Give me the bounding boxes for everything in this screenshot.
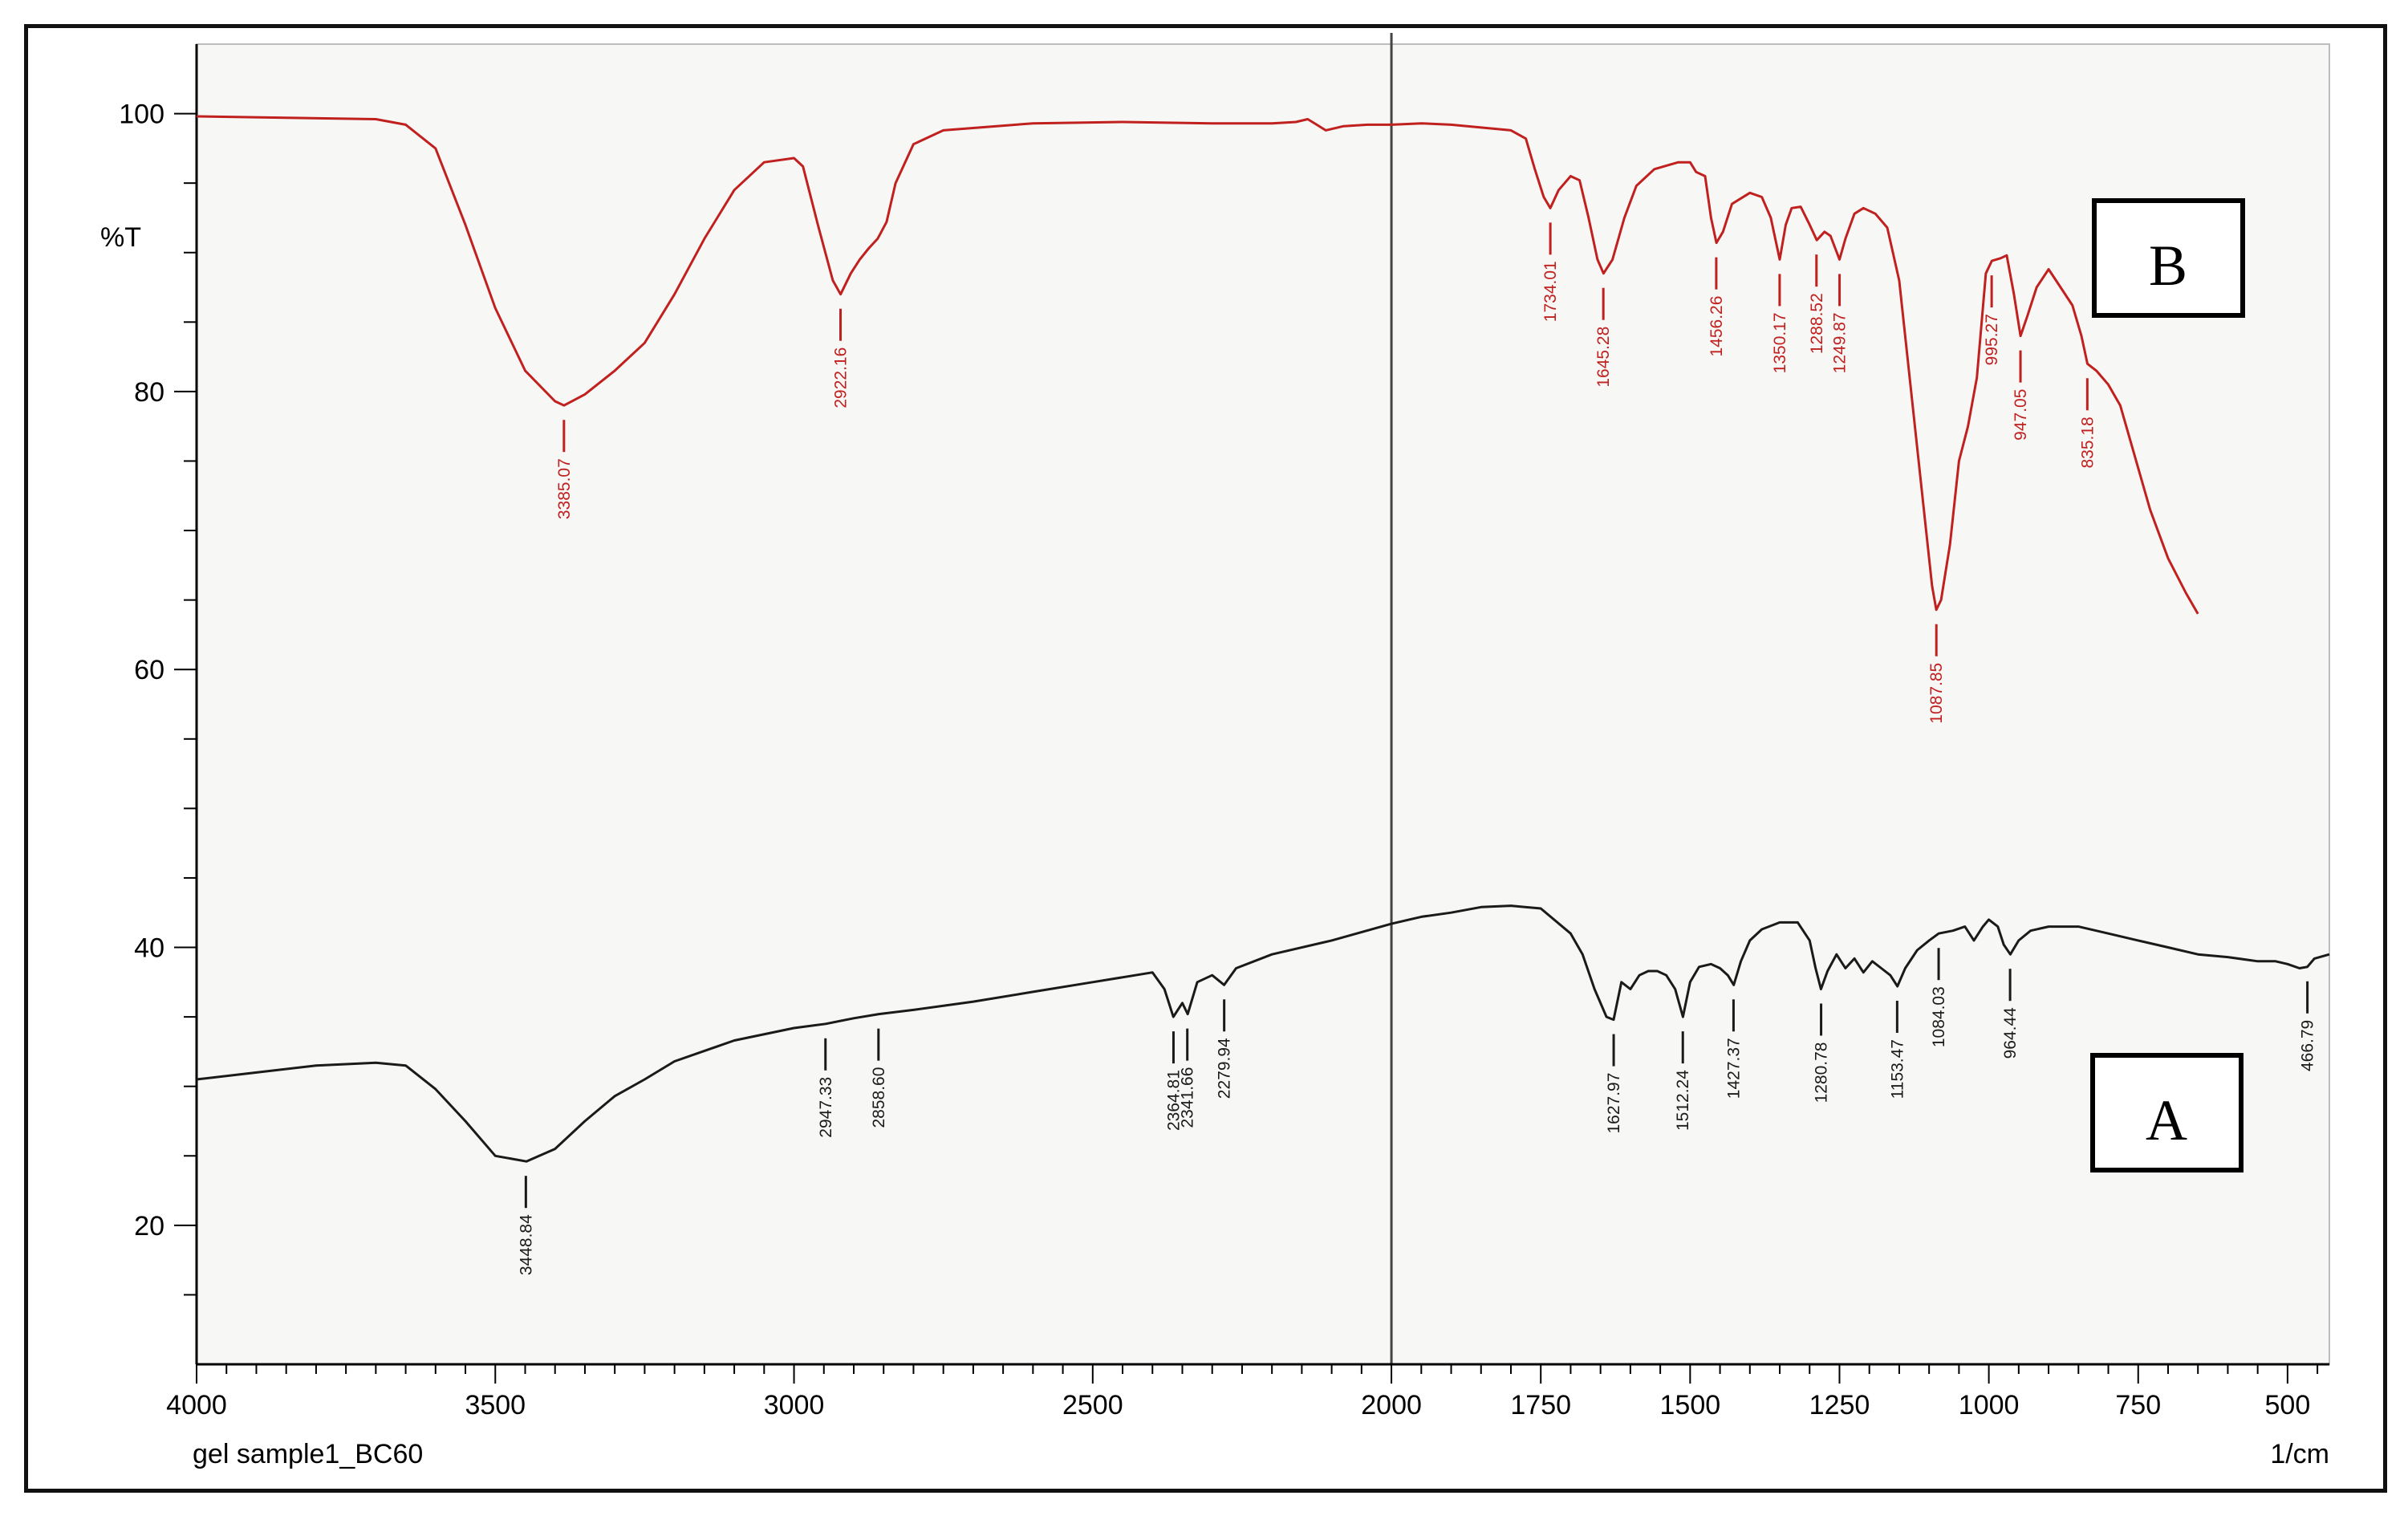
x-tick-label: 1000	[1959, 1390, 2020, 1420]
x-tick-label: 1750	[1510, 1390, 1571, 1420]
peak-label-A: 3448.84	[517, 1214, 535, 1275]
x-tick-label: 3000	[764, 1390, 825, 1420]
peak-label-A: 2341.66	[1179, 1067, 1197, 1128]
peak-label-A: 964.44	[2001, 1007, 2020, 1059]
series-box-B	[2092, 198, 2245, 318]
series-box-label-B: B	[2149, 234, 2187, 298]
series-box-label-A: A	[2146, 1088, 2187, 1152]
sample-footer-label: gel sample1_BC60	[193, 1439, 423, 1469]
y-tick-label: 100	[119, 100, 164, 130]
peak-label-B: 1645.28	[1594, 327, 1613, 388]
peak-label-B: 1288.52	[1808, 293, 1826, 354]
x-tick-label: 750	[2115, 1390, 2161, 1420]
peak-label-A: 2947.33	[817, 1077, 835, 1138]
peak-label-A: 1512.24	[1674, 1070, 1692, 1131]
peak-label-B: 1734.01	[1541, 261, 1560, 322]
peak-label-A: 1427.37	[1724, 1038, 1743, 1099]
x-tick-label: 4000	[166, 1390, 227, 1420]
peak-label-B: 2922.16	[832, 347, 851, 408]
y-tick-label: 40	[134, 933, 164, 964]
x-tick-label: 1500	[1660, 1390, 1721, 1420]
y-axis-label: %T	[100, 222, 141, 253]
series-layer	[196, 115, 2330, 1163]
y-tick-label: 80	[134, 377, 164, 408]
peak-label-A: 2364.81	[1165, 1070, 1184, 1131]
x-tick-label: 500	[2265, 1390, 2311, 1420]
peak-label-B: 947.05	[2012, 389, 2030, 441]
axes-layer: 20 40 60 80 100 4000 3500 3000 2500 2000 1750 1500 1…	[119, 44, 2329, 1420]
peak-label-B: 3385.07	[555, 458, 574, 519]
x-tick-label: 1250	[1809, 1390, 1870, 1420]
peak-label-A: 1153.47	[1888, 1039, 1907, 1099]
series-line-B	[196, 115, 2199, 615]
peak-label-B: 1350.17	[1771, 312, 1789, 373]
series-line-A	[196, 904, 2330, 1163]
x-axis-unit-label: 1/cm	[2270, 1439, 2329, 1469]
plot-background	[196, 43, 2330, 1365]
peak-label-A: 466.79	[2299, 1020, 2317, 1071]
peak-label-B: 1087.85	[1927, 663, 1946, 724]
peak-label-A: 2279.94	[1216, 1038, 1234, 1099]
peak-label-A: 1084.03	[1930, 986, 1948, 1047]
peak-label-B: 835.18	[2078, 417, 2097, 468]
y-tick-label: 20	[134, 1211, 164, 1242]
peak-label-A: 1280.78	[1813, 1042, 1831, 1103]
peak-annotations: 3385.07 2922.16 1734.01 1645.28 1456.26 1350.…	[517, 222, 2317, 1275]
peak-label-B: 1456.26	[1708, 296, 1726, 357]
series-box-A	[2090, 1053, 2244, 1172]
x-tick-label: 3500	[465, 1390, 526, 1420]
series-boxes: BA	[2090, 198, 2245, 1172]
x-tick-label: 2000	[1361, 1390, 1422, 1420]
peak-label-B: 995.27	[1983, 314, 2001, 365]
x-tick-label: 2500	[1062, 1390, 1123, 1420]
plot-area	[196, 43, 2330, 1365]
peak-label-B: 1249.87	[1831, 312, 1850, 373]
y-tick-label: 60	[134, 655, 164, 685]
peak-label-A: 2858.60	[870, 1067, 888, 1128]
peak-label-A: 1627.97	[1605, 1073, 1623, 1134]
